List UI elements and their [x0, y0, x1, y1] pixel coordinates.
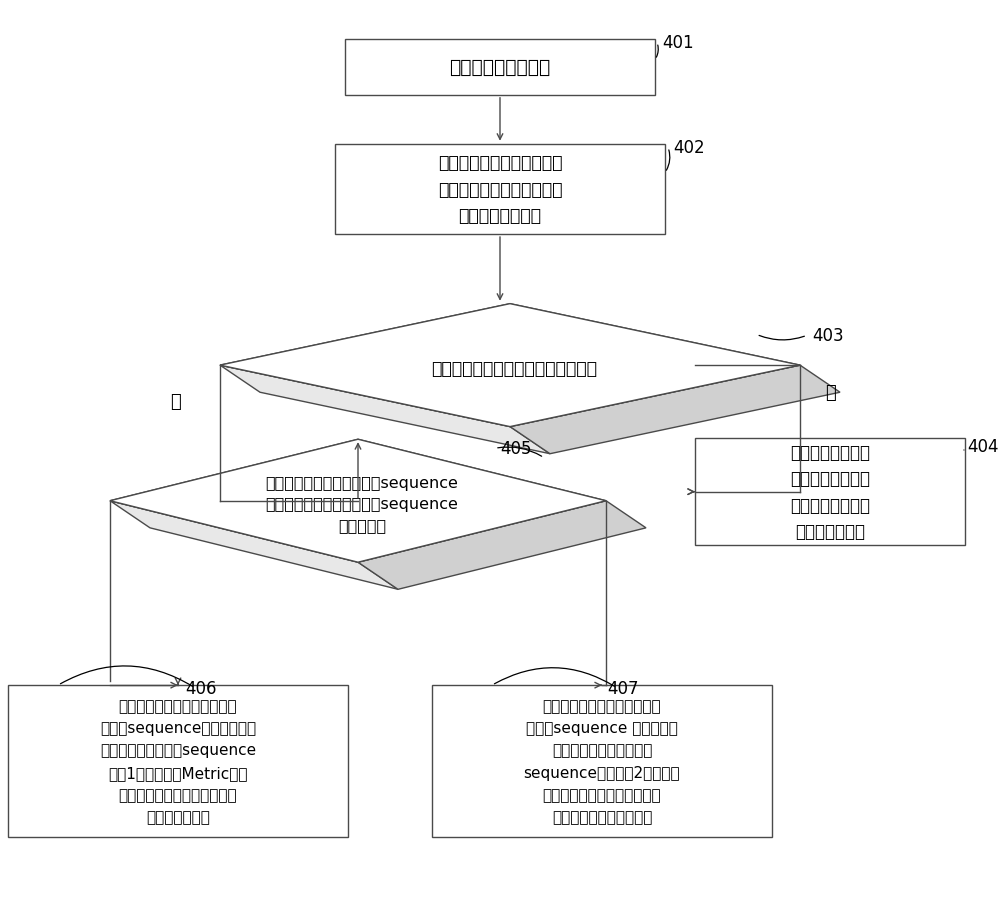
Polygon shape [220, 304, 800, 427]
Text: 406: 406 [185, 679, 216, 697]
Text: 将所述生成的目的
节点路由信息插入
当前节点的存储器
维护的路由表中: 将所述生成的目的 节点路由信息插入 当前节点的存储器 维护的路由表中 [790, 443, 870, 541]
FancyBboxPatch shape [335, 144, 665, 235]
Text: 407: 407 [607, 679, 639, 697]
Text: 403: 403 [812, 327, 844, 345]
Polygon shape [220, 366, 550, 454]
FancyBboxPatch shape [432, 685, 772, 837]
FancyBboxPatch shape [8, 685, 348, 837]
Text: 如果所述生成的目的节点路由
信息的sequence 减去所述存
储的目的节点路由信息的
sequence大于等于2，将所述
生成的目的节点路由信息替换
存储的目: 如果所述生成的目的节点路由 信息的sequence 减去所述存 储的目的节点路由… [524, 698, 680, 824]
Polygon shape [110, 440, 606, 563]
Polygon shape [110, 501, 398, 590]
Text: 是: 是 [170, 393, 180, 411]
FancyBboxPatch shape [695, 439, 965, 545]
Polygon shape [220, 304, 800, 427]
Polygon shape [510, 366, 840, 454]
Text: 404: 404 [967, 437, 998, 455]
Text: 接收目的节点的报文: 接收目的节点的报文 [449, 58, 551, 78]
Text: 否: 否 [825, 384, 835, 402]
Polygon shape [110, 440, 606, 563]
Text: 401: 401 [662, 34, 694, 52]
Polygon shape [358, 501, 646, 590]
Text: 402: 402 [673, 139, 705, 157]
FancyBboxPatch shape [345, 40, 655, 96]
Text: 生成的目的节点路由信息的sequence
与存储的目标节点路由信息sequence
的大小关系: 生成的目的节点路由信息的sequence 与存储的目标节点路由信息sequenc… [266, 475, 458, 533]
Text: 判断其是否存储有目的节点路由信息: 判断其是否存储有目的节点路由信息 [431, 359, 597, 377]
Text: 如果所述生成的目的节点路由
信息的sequence减去所述存储
的目标节点路由信息sequence
等于1，确定采用Metric值较
小的对应的路由信息为到目的: 如果所述生成的目的节点路由 信息的sequence减去所述存储 的目标节点路由信… [100, 698, 256, 824]
Text: 405: 405 [500, 440, 532, 458]
Text: 根据目的节点的报文生成目
的节点路由信息和目的节点
路由信息的序列号: 根据目的节点的报文生成目 的节点路由信息和目的节点 路由信息的序列号 [438, 154, 562, 225]
